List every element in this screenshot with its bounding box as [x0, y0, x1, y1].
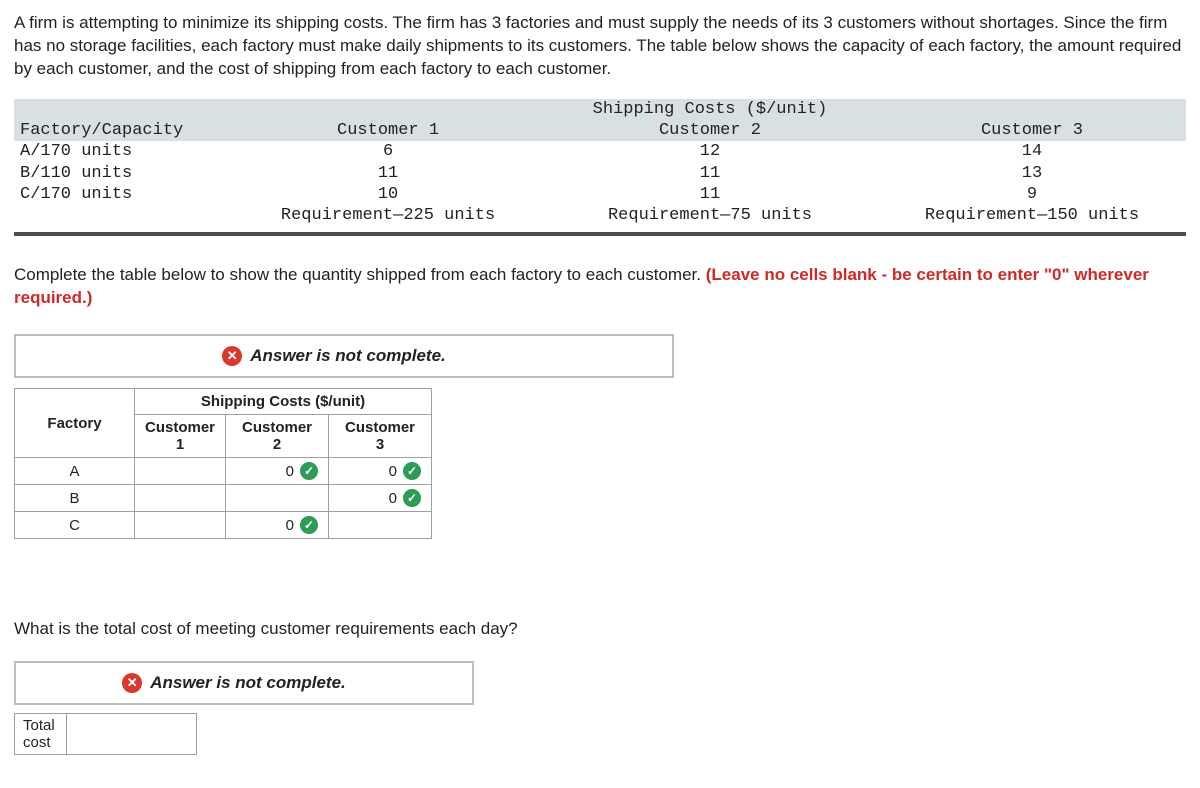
- check-icon: ✓: [300, 462, 318, 480]
- instruction-text: Complete the table below to show the qua…: [14, 264, 1186, 310]
- ans-a-c2[interactable]: 0✓: [226, 458, 329, 485]
- ans-group-header: Shipping Costs ($/unit): [135, 389, 432, 415]
- ans-col-c2: Customer2: [226, 415, 329, 458]
- question-total-cost: What is the total cost of meeting custom…: [14, 619, 1186, 639]
- ans-a-c3[interactable]: 0✓: [329, 458, 432, 485]
- cost-col-factory: Factory/Capacity: [14, 120, 234, 141]
- total-cost-label: Totalcost: [15, 714, 67, 755]
- instruction-plain: Complete the table below to show the qua…: [14, 265, 706, 284]
- cost-b-c3: 13: [878, 163, 1186, 184]
- ans-col-c3: Customer3: [329, 415, 432, 458]
- cost-c-c1: 10: [234, 184, 542, 205]
- cost-col-c3: Customer 3: [878, 120, 1186, 141]
- cost-col-c2: Customer 2: [542, 120, 878, 141]
- problem-intro: A firm is attempting to minimize its shi…: [14, 12, 1186, 81]
- ans-row-b-label: B: [15, 485, 135, 512]
- ans-row-header: Factory: [15, 389, 135, 458]
- table-underline: [14, 232, 1186, 236]
- total-cost-table: Totalcost: [14, 713, 197, 755]
- ans-b-c2[interactable]: [226, 485, 329, 512]
- check-icon: ✓: [403, 462, 421, 480]
- cost-c-c2: 11: [542, 184, 878, 205]
- cost-row-a-label: A/170 units: [14, 141, 234, 162]
- ans-b-c3[interactable]: 0✓: [329, 485, 432, 512]
- x-icon: ✕: [222, 346, 242, 366]
- check-icon: ✓: [300, 516, 318, 534]
- req-c3: Requirement—150 units: [878, 205, 1186, 226]
- ans-c-c3[interactable]: [329, 512, 432, 539]
- cost-a-c3: 14: [878, 141, 1186, 162]
- req-c1: Requirement—225 units: [234, 205, 542, 226]
- ans-b-c1[interactable]: [135, 485, 226, 512]
- feedback-box-2: ✕ Answer is not complete.: [14, 661, 474, 705]
- cost-c-c3: 9: [878, 184, 1186, 205]
- total-cost-input[interactable]: [67, 714, 197, 755]
- answer-table: Factory Shipping Costs ($/unit) Customer…: [14, 388, 432, 539]
- ans-row-c-label: C: [15, 512, 135, 539]
- feedback-text-2: Answer is not complete.: [150, 673, 346, 693]
- cost-b-c1: 11: [234, 163, 542, 184]
- ans-a-c1[interactable]: [135, 458, 226, 485]
- cost-a-c1: 6: [234, 141, 542, 162]
- cost-row-b-label: B/110 units: [14, 163, 234, 184]
- cost-col-c1: Customer 1: [234, 120, 542, 141]
- table-row: C 0✓: [15, 512, 432, 539]
- ans-col-c1: Customer1: [135, 415, 226, 458]
- shipping-cost-table: Shipping Costs ($/unit) Factory/Capacity…: [14, 99, 1186, 227]
- req-c2: Requirement—75 units: [542, 205, 878, 226]
- cost-row-c-label: C/170 units: [14, 184, 234, 205]
- ans-row-a-label: A: [15, 458, 135, 485]
- table-row: A 0✓ 0✓: [15, 458, 432, 485]
- cost-b-c2: 11: [542, 163, 878, 184]
- check-icon: ✓: [403, 489, 421, 507]
- cost-table-super-header: Shipping Costs ($/unit): [542, 99, 878, 120]
- x-icon: ✕: [122, 673, 142, 693]
- feedback-box-1: ✕ Answer is not complete.: [14, 334, 674, 378]
- ans-c-c2[interactable]: 0✓: [226, 512, 329, 539]
- ans-c-c1[interactable]: [135, 512, 226, 539]
- table-row: B 0✓: [15, 485, 432, 512]
- cost-a-c2: 12: [542, 141, 878, 162]
- feedback-text-1: Answer is not complete.: [250, 346, 446, 366]
